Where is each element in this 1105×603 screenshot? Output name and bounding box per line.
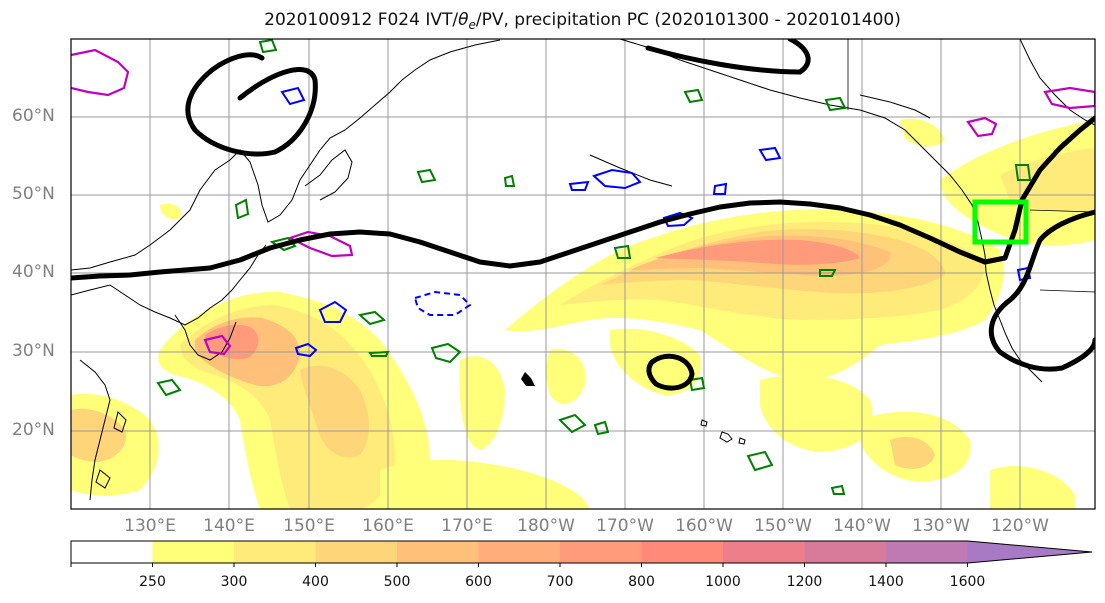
lon-label-130w: 130°W <box>912 516 970 536</box>
colorbar-segment-3 <box>315 541 398 563</box>
colorbar-label: 250 <box>139 574 166 590</box>
lon-label-170e: 170°E <box>441 516 493 536</box>
lon-label-140e: 140°E <box>203 516 255 536</box>
lon-label-150w: 150°W <box>754 516 812 536</box>
graticule <box>71 39 1095 509</box>
colorbar-segment-1 <box>152 541 235 563</box>
pv-black-contours <box>71 39 1095 391</box>
theta-e-blue-contours <box>280 86 1032 358</box>
lon-label-130e: 130°E <box>124 516 176 536</box>
colorbar-segment-10 <box>886 541 968 563</box>
map-frame <box>70 38 1096 510</box>
colorbar-segment-5 <box>478 541 561 563</box>
ivt-tropical-patch-7 <box>990 466 1075 509</box>
map-panel <box>71 39 1095 509</box>
ivt-japan-700 <box>205 324 259 360</box>
ivt-tropical-patch-2 <box>459 356 505 450</box>
lon-label-160w: 160°W <box>675 516 733 536</box>
colorbar-segment-2 <box>234 541 316 563</box>
colorbar-segment-6 <box>560 541 642 563</box>
map-title: 2020100912 F024 IVT/θe/PV, precipitation… <box>264 10 901 32</box>
colorbar-label: 1000 <box>705 574 741 590</box>
colorbar-label: 700 <box>546 574 574 590</box>
pv-green-contours <box>156 39 1032 495</box>
lat-label-60n: 60°N <box>12 106 55 126</box>
lon-label-150e: 150°E <box>283 516 335 536</box>
ivt-small-patch <box>160 203 182 220</box>
colorbar-label: 300 <box>220 574 248 590</box>
lat-label-50n: 50°N <box>12 184 55 204</box>
colorbar-segment-0 <box>71 541 153 563</box>
lat-label-20n: 20°N <box>12 420 55 440</box>
ivt-plume-core-400 <box>300 365 369 458</box>
colorbar-extend-arrow <box>967 541 1092 563</box>
colorbar-segment-9 <box>804 541 887 563</box>
colorbar-label: 400 <box>302 574 329 590</box>
lon-label-140w: 140°W <box>833 516 891 536</box>
colorbar-label: 800 <box>628 574 655 590</box>
colorbar-label: 600 <box>465 574 492 590</box>
theta-e-magenta-contours <box>71 48 1095 356</box>
lon-label-170w: 170°W <box>596 516 654 536</box>
target-region-box <box>972 199 1029 245</box>
colorbar-segment-7 <box>641 541 724 563</box>
ivt-band-700 <box>655 239 860 265</box>
lat-label-40n: 40°N <box>12 262 55 282</box>
ivt-tropical-patch-3 <box>546 349 586 404</box>
colorbar-segment-8 <box>723 541 805 563</box>
pv-black-fill-patch <box>521 372 535 386</box>
colorbar-label: 500 <box>383 574 411 590</box>
colorbar-segment-4 <box>397 541 479 563</box>
ivt-tropical-patch-6-core <box>890 436 935 469</box>
lon-label-180w: 180°W <box>517 516 575 536</box>
lon-label-120w: 120°W <box>991 516 1049 536</box>
lat-label-30n: 30°N <box>12 341 55 361</box>
colorbar-outline <box>70 540 1093 564</box>
colorbar-label: 1400 <box>868 574 904 590</box>
colorbar <box>70 540 1093 567</box>
ivt-tropical-patch-5 <box>760 375 873 452</box>
colorbar-label: 1600 <box>949 574 986 590</box>
ivt-philippine-400 <box>71 408 127 462</box>
colorbar-label: 1200 <box>786 574 823 590</box>
lon-label-160e: 160°E <box>362 516 414 536</box>
ivt-tropical-patch-1 <box>380 459 590 509</box>
ivt-alaska-patch <box>900 118 945 147</box>
